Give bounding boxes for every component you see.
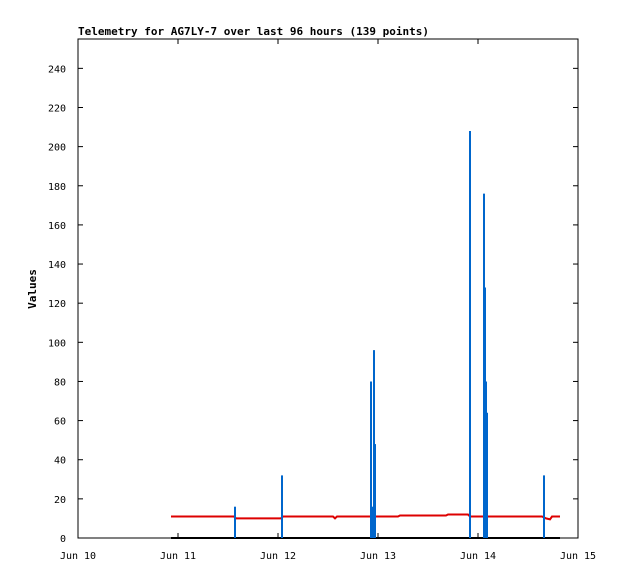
y-tick-label: 140 — [48, 260, 66, 271]
plot-area — [77, 38, 579, 539]
y-tick-label: 120 — [48, 299, 66, 310]
y-tick-label: 20 — [54, 495, 66, 506]
x-tick-label: Jun 10 — [60, 551, 96, 562]
x-tick-label: Jun 15 — [560, 551, 596, 562]
x-tick-label: Jun 14 — [460, 551, 496, 562]
y-axis-label: Values — [26, 269, 39, 309]
y-tick-label: 0 — [60, 534, 66, 545]
y-tick-label: 240 — [48, 64, 66, 75]
y-axis-ticks: 0 20 40 60 80 100 120 140 160 180 200 220 240 — [48, 64, 578, 545]
y-tick-label: 160 — [48, 221, 66, 232]
x-tick-label: Jun 11 — [160, 551, 196, 562]
y-tick-label: 40 — [54, 456, 66, 467]
chart-title: Telemetry for AG7LY-7 over last 96 hours… — [78, 25, 429, 38]
y-tick-label: 60 — [54, 417, 66, 428]
y-tick-label: 220 — [48, 103, 66, 114]
series-0 — [234, 130, 545, 538]
x-tick-label: Jun 12 — [260, 551, 296, 562]
y-tick-label: 100 — [48, 338, 66, 349]
x-axis-ticks: Jun 10 Jun 11 Jun 12 Jun 13 Jun 14 Jun 15 — [60, 39, 596, 562]
x-tick-label: Jun 13 — [360, 551, 396, 562]
y-tick-label: 180 — [48, 182, 66, 193]
series-layer — [171, 130, 560, 539]
y-tick-label: 80 — [54, 377, 66, 388]
y-tick-label: 200 — [48, 143, 66, 154]
